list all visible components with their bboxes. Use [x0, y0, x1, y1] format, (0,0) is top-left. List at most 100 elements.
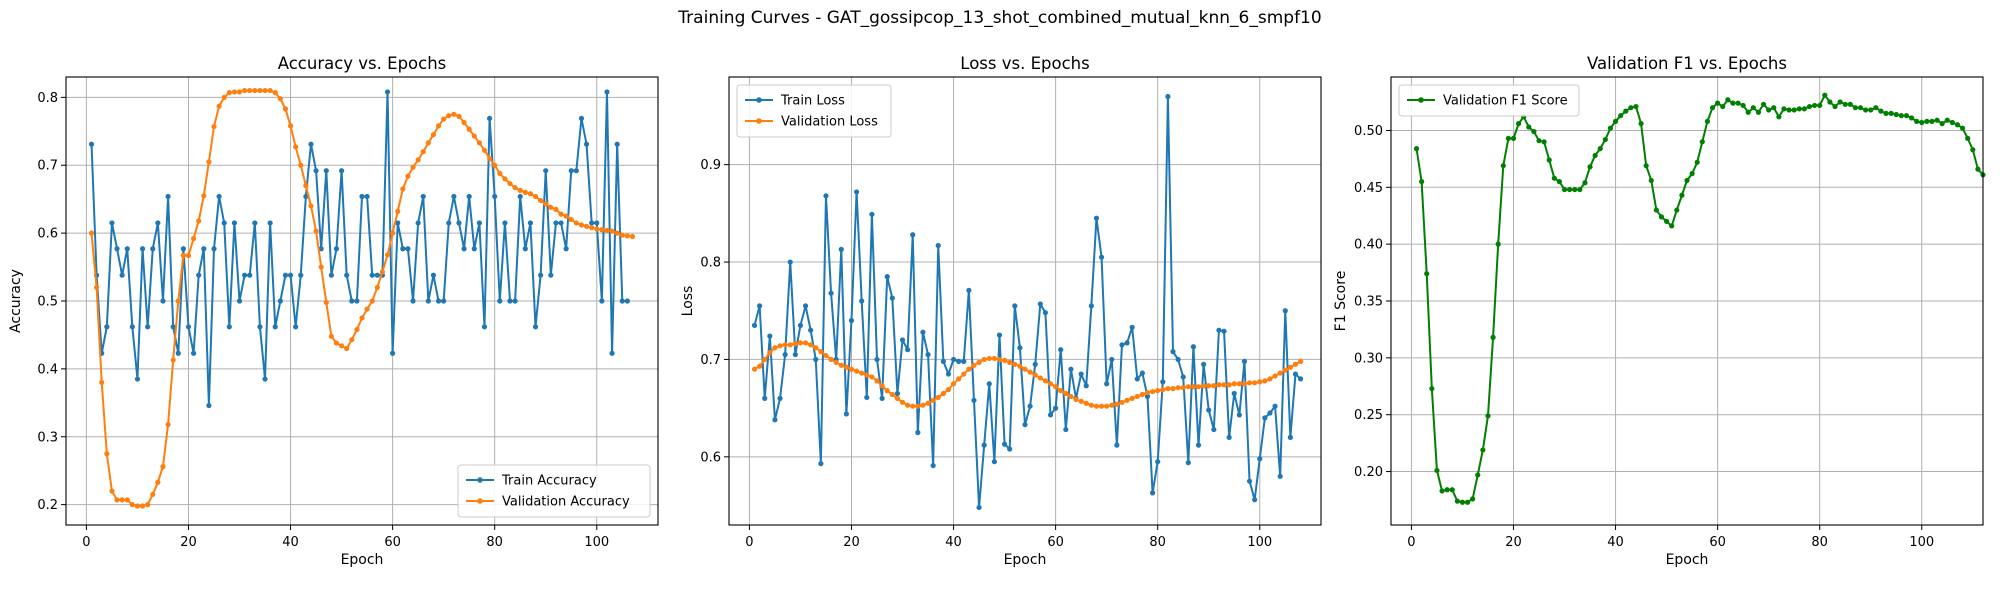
- data-point: [1618, 113, 1624, 119]
- data-point: [359, 315, 365, 321]
- data-point: [1170, 386, 1176, 392]
- data-point: [1607, 125, 1614, 131]
- data-point: [1226, 434, 1232, 440]
- data-point: [996, 332, 1003, 338]
- data-point: [1510, 135, 1517, 141]
- data-point: [532, 324, 539, 330]
- data-point: [1012, 361, 1018, 367]
- data-point: [1944, 117, 1950, 123]
- legend: Validation F1 Score: [1398, 84, 1580, 117]
- data-point: [1083, 383, 1089, 389]
- data-point: [1134, 376, 1140, 382]
- data-point: [333, 246, 340, 252]
- data-point: [349, 337, 355, 343]
- data-point: [1750, 105, 1756, 111]
- data-point: [1124, 397, 1130, 403]
- data-point: [1134, 393, 1140, 400]
- data-point: [532, 193, 539, 200]
- data-point: [568, 168, 574, 174]
- data-point: [1817, 102, 1823, 109]
- data-point: [619, 298, 625, 304]
- data-point: [797, 340, 804, 346]
- x-tick-label: 60: [1047, 535, 1064, 550]
- y-tick-label: 0.8: [37, 91, 58, 106]
- data-point: [558, 211, 564, 217]
- data-point: [1129, 324, 1135, 330]
- chart-panel-1: 0 20 40 60 80 100 0.2 0.3 0.4 0.5 0.6 0.7 0.8 Accurac…: [8, 54, 659, 568]
- data-point: [1012, 303, 1018, 309]
- data-point: [996, 356, 1003, 363]
- data-point: [1694, 159, 1700, 165]
- data-point: [1475, 472, 1481, 478]
- data-point: [293, 144, 299, 150]
- data-point: [1032, 361, 1038, 367]
- data-point: [1114, 401, 1120, 407]
- x-tick-label: 40: [1607, 535, 1624, 550]
- data-point: [1104, 403, 1110, 409]
- data-point: [1485, 413, 1491, 419]
- data-point: [624, 298, 630, 304]
- data-point: [119, 272, 125, 278]
- data-point: [848, 317, 855, 324]
- data-point: [1047, 412, 1054, 418]
- data-point: [410, 164, 416, 170]
- data-point: [838, 362, 844, 368]
- data-point: [441, 116, 447, 122]
- data-point: [884, 388, 890, 394]
- data-point: [257, 324, 263, 330]
- data-point: [471, 246, 477, 252]
- legend-label: Train Loss: [780, 94, 845, 109]
- data-point: [1888, 110, 1894, 116]
- data-point: [236, 298, 243, 304]
- data-point: [594, 220, 600, 226]
- data-point: [1919, 119, 1925, 126]
- data-point: [277, 298, 283, 304]
- data-point: [777, 343, 783, 349]
- y-tick-label: 0.45: [1354, 181, 1383, 196]
- data-point: [1531, 128, 1537, 135]
- data-point: [221, 94, 227, 100]
- data-point: [538, 272, 544, 278]
- data-point: [1185, 460, 1191, 466]
- data-point: [1047, 381, 1054, 387]
- data-point: [1277, 473, 1283, 479]
- data-point: [1185, 384, 1191, 390]
- data-point: [190, 350, 197, 356]
- data-point: [604, 227, 610, 234]
- legend-marker: [756, 97, 762, 103]
- data-point: [1791, 107, 1797, 113]
- data-point: [1262, 415, 1268, 421]
- data-point: [1781, 106, 1787, 112]
- data-point: [1195, 442, 1202, 448]
- data-point: [425, 140, 431, 146]
- legend-box: [1398, 84, 1580, 117]
- data-point: [1827, 99, 1833, 105]
- data-point: [1063, 426, 1069, 433]
- data-point: [828, 290, 834, 296]
- data-point: [497, 298, 503, 304]
- data-point: [1806, 103, 1813, 110]
- data-point: [802, 340, 809, 346]
- legend-marker: [477, 477, 483, 483]
- data-point: [573, 168, 579, 174]
- data-point: [226, 324, 232, 330]
- data-point: [165, 193, 171, 200]
- y-tick-label: 0.25: [1354, 408, 1383, 423]
- data-point: [492, 162, 498, 168]
- data-point: [864, 372, 870, 378]
- data-point: [486, 115, 493, 122]
- data-point: [1908, 115, 1915, 121]
- data-point: [1658, 214, 1665, 220]
- data-point: [981, 442, 987, 448]
- data-point: [1257, 456, 1263, 462]
- data-point: [1837, 99, 1843, 105]
- data-point: [629, 233, 636, 240]
- data-point: [1934, 117, 1940, 123]
- data-point: [1058, 347, 1064, 353]
- data-point: [843, 411, 849, 417]
- data-point: [1292, 361, 1299, 367]
- data-point: [1119, 399, 1125, 405]
- data-point: [471, 133, 477, 139]
- data-point: [1577, 186, 1583, 193]
- data-point: [134, 503, 141, 509]
